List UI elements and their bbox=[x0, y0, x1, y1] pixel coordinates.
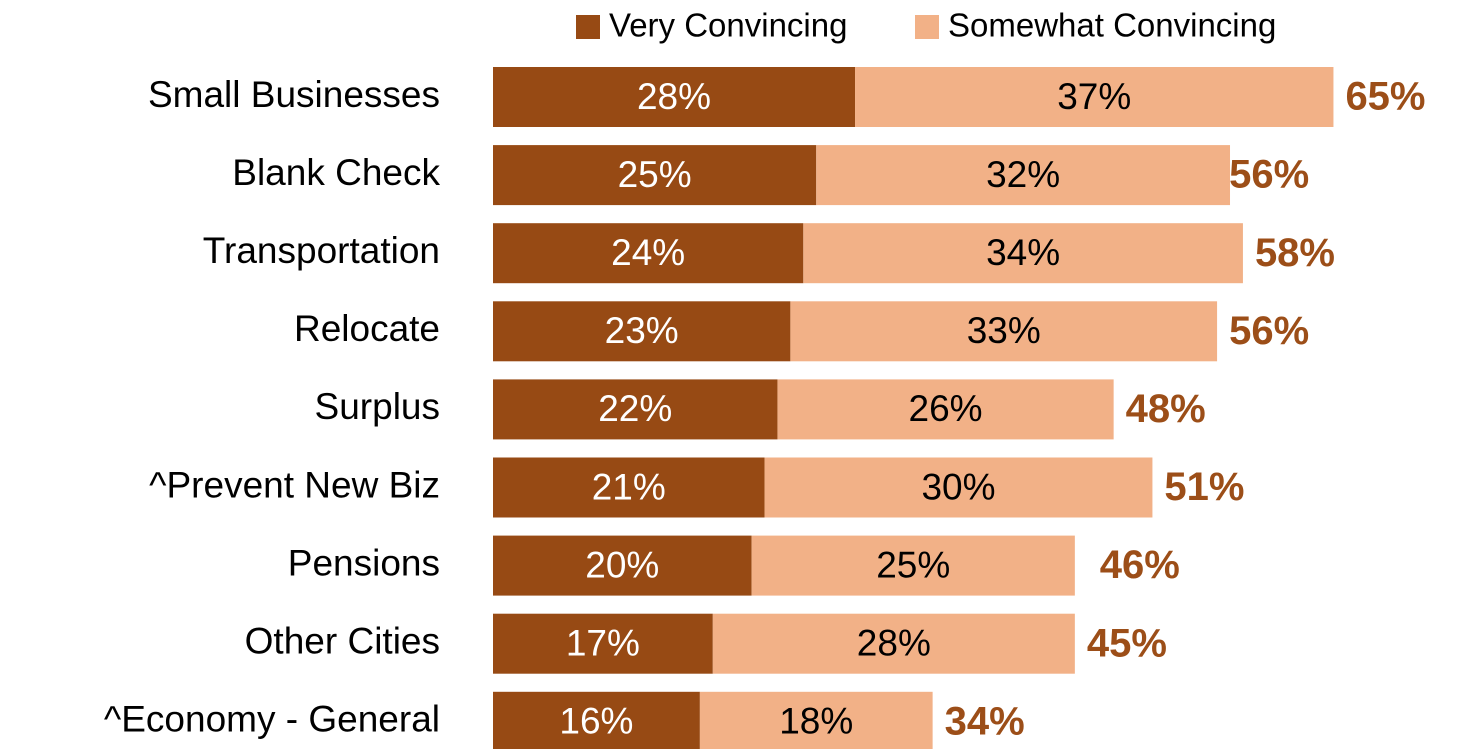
bar-segment bbox=[777, 379, 1114, 440]
category-label: Relocate bbox=[294, 308, 440, 349]
data-label: 16% bbox=[559, 701, 633, 742]
category-label: Small Businesses bbox=[148, 74, 440, 115]
total-label: 45% bbox=[1087, 621, 1167, 665]
bar-segment bbox=[699, 691, 933, 749]
category-label: ^Economy - General bbox=[104, 699, 440, 740]
total-label: 56% bbox=[1229, 153, 1309, 197]
category-label: Pensions bbox=[288, 542, 440, 583]
bar-segment bbox=[493, 379, 778, 440]
data-label: 26% bbox=[909, 388, 983, 429]
total-label: 58% bbox=[1255, 231, 1335, 275]
legend-label: Somewhat Convincing bbox=[948, 7, 1276, 44]
data-label: 32% bbox=[986, 154, 1060, 195]
legend-swatch bbox=[915, 15, 939, 39]
bar-segment bbox=[751, 535, 1075, 596]
bar-segment bbox=[493, 145, 817, 206]
data-label: 28% bbox=[857, 622, 931, 663]
bar-segment bbox=[764, 457, 1153, 518]
data-label: 24% bbox=[611, 232, 685, 273]
total-label: 56% bbox=[1229, 309, 1309, 353]
bar-segment bbox=[816, 145, 1231, 206]
data-label: 25% bbox=[876, 544, 950, 585]
total-label: 34% bbox=[945, 699, 1025, 743]
data-label: 25% bbox=[618, 154, 692, 195]
data-label: 37% bbox=[1057, 76, 1131, 117]
category-label: Other Cities bbox=[245, 620, 440, 661]
data-label: 21% bbox=[592, 466, 666, 507]
category-label: ^Prevent New Biz bbox=[149, 464, 440, 505]
bar-segment bbox=[803, 223, 1243, 284]
data-label: 28% bbox=[637, 76, 711, 117]
data-label: 33% bbox=[967, 310, 1041, 351]
bar-segment bbox=[493, 457, 765, 518]
legend-swatch bbox=[576, 15, 600, 39]
category-label: Blank Check bbox=[232, 152, 440, 193]
category-label: Transportation bbox=[203, 230, 440, 271]
total-label: 65% bbox=[1345, 75, 1425, 119]
bar-segment bbox=[493, 691, 700, 749]
data-label: 20% bbox=[585, 544, 659, 585]
bar-segment bbox=[855, 67, 1334, 127]
data-label: 34% bbox=[986, 232, 1060, 273]
bar-segment bbox=[493, 67, 856, 127]
legend-label: Very Convincing bbox=[609, 7, 847, 44]
data-label: 18% bbox=[779, 701, 853, 742]
bar-segment bbox=[712, 613, 1075, 674]
data-label: 17% bbox=[566, 622, 640, 663]
bar-segment bbox=[493, 301, 791, 362]
total-label: 48% bbox=[1126, 387, 1206, 431]
bar-segment bbox=[493, 223, 804, 284]
bar-segment bbox=[493, 613, 713, 674]
bar-segment bbox=[493, 535, 752, 596]
bar-segment bbox=[790, 301, 1218, 362]
data-label: 30% bbox=[921, 466, 995, 507]
data-label: 22% bbox=[598, 388, 672, 429]
total-label: 46% bbox=[1100, 543, 1180, 587]
total-label: 51% bbox=[1164, 465, 1244, 509]
data-label: 23% bbox=[605, 310, 679, 351]
category-label: Surplus bbox=[315, 386, 440, 427]
